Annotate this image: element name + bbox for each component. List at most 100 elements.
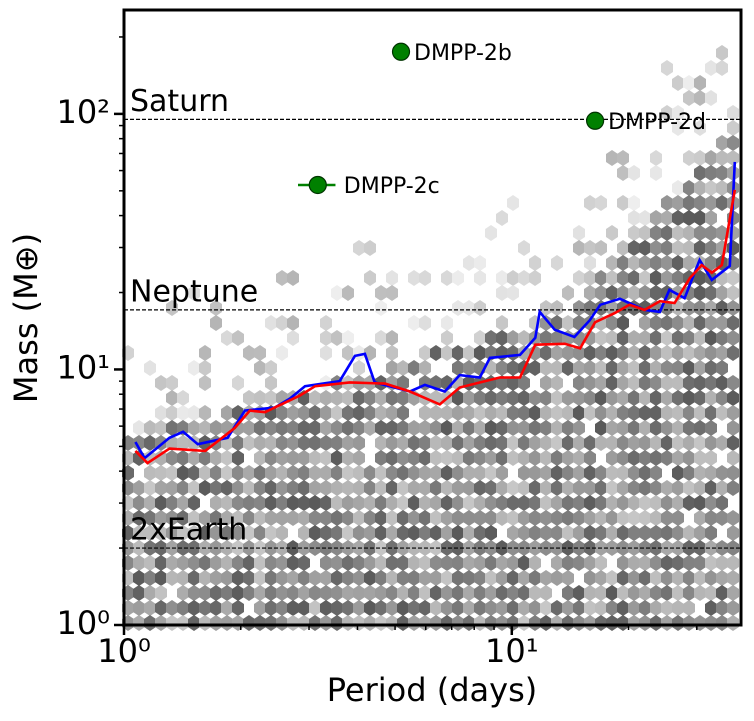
density-hex (694, 360, 706, 376)
density-hex (672, 195, 684, 211)
density-hex (650, 345, 662, 361)
density-hex (386, 360, 398, 376)
density-hex (342, 330, 354, 346)
density-hex (177, 585, 189, 601)
density-hex (606, 345, 618, 361)
density-hex (419, 570, 431, 586)
density-hex (628, 165, 640, 181)
density-hex (441, 555, 453, 571)
density-hex (320, 330, 332, 346)
density-hex (672, 480, 684, 496)
density-hex (353, 360, 365, 376)
density-hex (210, 555, 222, 571)
density-hex (595, 420, 607, 436)
density-hex (606, 150, 618, 166)
density-hex (595, 435, 607, 451)
density-hex (243, 495, 255, 511)
density-hex (441, 525, 453, 541)
density-hex (199, 360, 211, 376)
density-hex (474, 495, 486, 511)
density-hex (463, 450, 475, 466)
density-hex (375, 615, 387, 631)
density-hex (584, 600, 596, 616)
density-hex (584, 360, 596, 376)
density-hex (298, 615, 310, 631)
density-hex (639, 465, 651, 481)
density-hex (705, 60, 717, 76)
density-hex (595, 480, 607, 496)
trend-line (134, 161, 737, 461)
density-hex (188, 495, 200, 511)
density-hex (661, 210, 673, 226)
density-hex (705, 90, 717, 106)
density-hex (430, 510, 442, 526)
density-hex (518, 585, 530, 601)
density-hex (441, 540, 453, 556)
density-hex (694, 435, 706, 451)
density-hex (452, 300, 464, 316)
density-hex (254, 420, 266, 436)
density-hex (661, 495, 673, 511)
density-hex (177, 510, 189, 526)
density-hex (672, 390, 684, 406)
density-hex (628, 585, 640, 601)
density-hex (243, 435, 255, 451)
density-hex (386, 465, 398, 481)
density-hex (463, 360, 475, 376)
density-hex (144, 570, 156, 586)
density-hex (650, 420, 662, 436)
density-hex (375, 510, 387, 526)
density-hex (705, 555, 717, 571)
density-hex (265, 495, 277, 511)
density-hex (375, 465, 387, 481)
density-hex (177, 495, 189, 511)
density-hex (716, 345, 728, 361)
density-hex (705, 315, 717, 331)
density-hex (320, 600, 332, 616)
density-hex (298, 585, 310, 601)
density-hex (166, 375, 178, 391)
density-hex (518, 525, 530, 541)
density-hex (705, 525, 717, 541)
density-hex (133, 420, 145, 436)
density-hex (199, 465, 211, 481)
density-hex (155, 420, 167, 436)
density-hex (364, 555, 376, 571)
density-hex (727, 120, 739, 136)
density-hex (661, 240, 673, 256)
density-hex (419, 480, 431, 496)
density-hex (573, 435, 585, 451)
density-hex (661, 525, 673, 541)
density-hex (386, 615, 398, 631)
density-hex (639, 615, 651, 631)
density-hex (573, 480, 585, 496)
density-hex (188, 450, 200, 466)
density-hex (199, 600, 211, 616)
density-hex (452, 555, 464, 571)
density-hex (628, 600, 640, 616)
density-hex (606, 225, 618, 241)
density-hex (342, 480, 354, 496)
density-hex (441, 270, 453, 286)
density-hex (540, 570, 552, 586)
density-hex (364, 270, 376, 286)
density-hex (232, 510, 244, 526)
density-hex (496, 570, 508, 586)
x-tick-label: 10⁰ (97, 632, 151, 670)
density-hex (573, 420, 585, 436)
density-hex (199, 420, 211, 436)
density-hex (144, 360, 156, 376)
density-hex (705, 255, 717, 271)
density-hex (694, 390, 706, 406)
density-hex (375, 525, 387, 541)
density-hex (540, 345, 552, 361)
density-hex (562, 285, 574, 301)
density-hex (551, 495, 563, 511)
density-hex (518, 420, 530, 436)
density-hex (474, 405, 486, 421)
density-hex (650, 450, 662, 466)
density-hex (254, 435, 266, 451)
density-hex (331, 495, 343, 511)
density-hex (243, 555, 255, 571)
density-hex (562, 345, 574, 361)
